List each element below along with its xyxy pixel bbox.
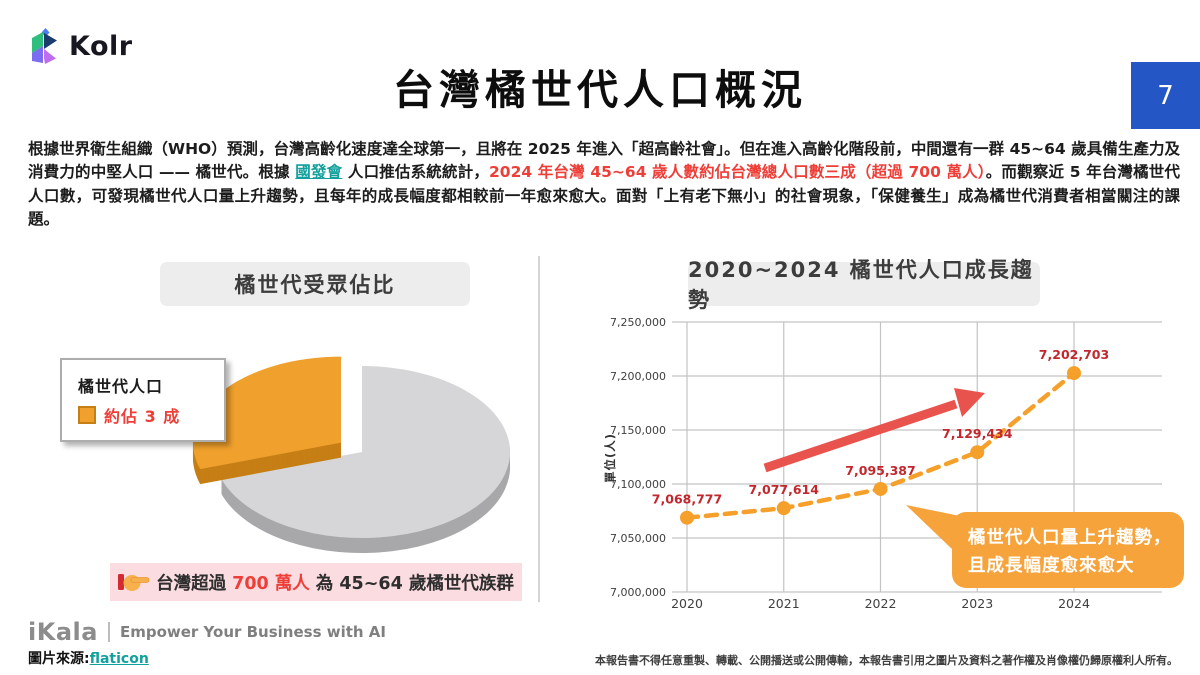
line-chart: 7,000,000 7,050,000 7,100,000 7,150,000 7,20… [603, 316, 1184, 611]
pie-chart [192, 356, 511, 553]
page-number-badge: 7 [1131, 62, 1200, 129]
flaticon-link[interactable]: flaticon [89, 651, 149, 667]
svg-text:7,100,000: 7,100,000 [610, 478, 666, 491]
pie-legend-title: 橘世代人口 [78, 377, 164, 396]
intro-text-segment: 人口推估系統統計， [342, 163, 490, 182]
pie-legend: 橘世代人口 約佔 3 成 [60, 358, 226, 442]
page-title: 台灣橘世代人口概況 [393, 66, 807, 114]
image-source: 圖片來源:flaticon [28, 648, 149, 668]
brand-separator [107, 622, 110, 642]
banner-text-suffix: 為 45~64 歲橘世代族群 [315, 573, 514, 594]
banner-text-highlight: 700 萬人 [232, 573, 310, 594]
intro-text-segment: 2024 年台灣 45~64 歲人數約佔台灣總人口數三成（超過 700 萬人） [489, 163, 986, 182]
image-source-label: 圖片來源: [28, 651, 90, 667]
ikala-brand: iKala Empower Your Business with AI [28, 618, 386, 646]
svg-text:7,000,000: 7,000,000 [610, 586, 666, 599]
svg-text:橘世代人口量上升趨勢，: 橘世代人口量上升趨勢， [967, 527, 1172, 548]
disclaimer-text: 本報告書不得任意重製、轉載、公開播送或公開傳輸，本報告書引用之圖片及資料之著作權… [595, 654, 1178, 667]
svg-text:7,077,614: 7,077,614 [749, 482, 820, 497]
svg-text:2022: 2022 [865, 596, 897, 611]
highlight-banner: 台灣超過 700 萬人 為 45~64 歲橘世代族群 [110, 563, 522, 601]
svg-text:2023: 2023 [961, 596, 993, 611]
line-section-header: 2020~2024 橘世代人口成長趨勢 [688, 258, 1040, 312]
intro-text-segment: 根據世界衛生組織（WHO）預測，台灣高齡化速度達全球第一，且將在 2025 年進… [28, 140, 1180, 182]
svg-text:7,250,000: 7,250,000 [610, 316, 666, 329]
pie-section-header: 橘世代受眾佔比 [160, 262, 470, 306]
ndc-link[interactable]: 國發會 [295, 163, 343, 182]
svg-text:2021: 2021 [768, 596, 800, 611]
svg-text:7,150,000: 7,150,000 [610, 424, 666, 437]
svg-text:2024: 2024 [1058, 596, 1090, 611]
svg-text:7,095,387: 7,095,387 [845, 463, 915, 478]
orange-swatch-icon [78, 406, 96, 424]
svg-text:7,068,777: 7,068,777 [652, 492, 722, 507]
ikala-logo-text: iKala [28, 618, 98, 646]
svg-text:2020: 2020 [671, 596, 703, 611]
svg-text:單位(人): 單位(人) [603, 433, 617, 483]
ikala-tagline: Empower Your Business with AI [119, 623, 386, 641]
section-divider [538, 256, 540, 602]
banner-text-prefix: 台灣超過 [156, 573, 227, 594]
svg-text:7,202,703: 7,202,703 [1039, 347, 1109, 362]
pointing-finger-icon [118, 574, 150, 591]
svg-text:7,050,000: 7,050,000 [610, 532, 666, 545]
svg-text:且成長幅度愈來愈大: 且成長幅度愈來愈大 [968, 555, 1135, 576]
svg-text:7,129,434: 7,129,434 [942, 426, 1013, 441]
kolr-logo-text: Kolr [69, 30, 133, 62]
svg-text:7,200,000: 7,200,000 [610, 370, 666, 383]
kolr-logo: Kolr [28, 28, 133, 64]
intro-paragraph: 根據世界衛生組織（WHO）預測，台灣高齡化速度達全球第一，且將在 2025 年進… [28, 138, 1180, 231]
intro-text-segment: 。而觀察近 5 年台灣橘世代人口數，可發現橘世代人口量上升趨勢，且每年的成長幅度… [28, 163, 1180, 228]
kolr-logo-icon [32, 28, 57, 64]
pie-legend-value: 約佔 3 成 [104, 407, 181, 426]
